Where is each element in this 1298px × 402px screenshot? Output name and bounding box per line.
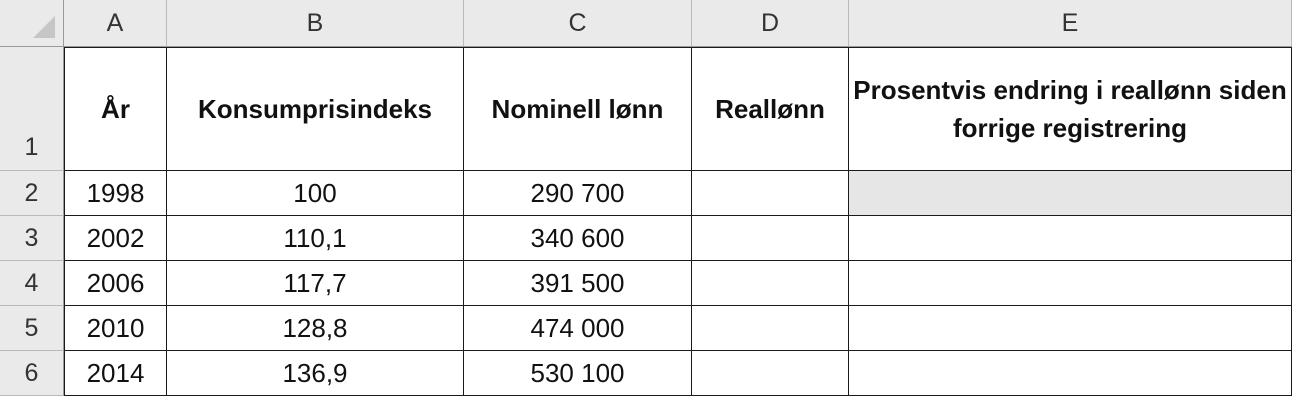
- cell-a5[interactable]: 2010: [64, 306, 167, 351]
- column-header-a[interactable]: A: [64, 0, 167, 47]
- cell-b1[interactable]: Konsumprisindeks: [167, 47, 464, 171]
- row-header-4[interactable]: 4: [0, 261, 64, 306]
- cell-d2[interactable]: [692, 171, 849, 216]
- cell-a4[interactable]: 2006: [64, 261, 167, 306]
- column-header-d[interactable]: D: [692, 0, 849, 47]
- cell-a1[interactable]: År: [64, 47, 167, 171]
- cell-d3[interactable]: [692, 216, 849, 261]
- select-all-corner[interactable]: [0, 0, 64, 47]
- row-header-6[interactable]: 6: [0, 351, 64, 396]
- cell-c4[interactable]: 391 500: [464, 261, 692, 306]
- cell-e2[interactable]: [849, 171, 1292, 216]
- column-header-c[interactable]: C: [464, 0, 692, 47]
- cell-b4[interactable]: 117,7: [167, 261, 464, 306]
- select-all-triangle-icon: [33, 16, 55, 38]
- cell-e3[interactable]: [849, 216, 1292, 261]
- cell-e6[interactable]: [849, 351, 1292, 396]
- cell-c2[interactable]: 290 700: [464, 171, 692, 216]
- row-header-1[interactable]: 1: [0, 47, 64, 171]
- cell-a6[interactable]: 2014: [64, 351, 167, 396]
- row-header-2[interactable]: 2: [0, 171, 64, 216]
- cell-b3[interactable]: 110,1: [167, 216, 464, 261]
- cell-e1[interactable]: Prosentvis endring i reallønn siden forr…: [849, 47, 1292, 171]
- cell-a3[interactable]: 2002: [64, 216, 167, 261]
- row-header-5[interactable]: 5: [0, 306, 64, 351]
- cell-b2[interactable]: 100: [167, 171, 464, 216]
- cell-d4[interactable]: [692, 261, 849, 306]
- cell-c3[interactable]: 340 600: [464, 216, 692, 261]
- cell-c1[interactable]: Nominell lønn: [464, 47, 692, 171]
- cell-e4[interactable]: [849, 261, 1292, 306]
- cell-b6[interactable]: 136,9: [167, 351, 464, 396]
- cell-b5[interactable]: 128,8: [167, 306, 464, 351]
- cell-e5[interactable]: [849, 306, 1292, 351]
- cell-c6[interactable]: 530 100: [464, 351, 692, 396]
- cell-a2[interactable]: 1998: [64, 171, 167, 216]
- cell-d6[interactable]: [692, 351, 849, 396]
- cell-c5[interactable]: 474 000: [464, 306, 692, 351]
- cell-d1[interactable]: Reallønn: [692, 47, 849, 171]
- cell-d5[interactable]: [692, 306, 849, 351]
- row-header-3[interactable]: 3: [0, 216, 64, 261]
- column-header-e[interactable]: E: [849, 0, 1292, 47]
- column-header-b[interactable]: B: [167, 0, 464, 47]
